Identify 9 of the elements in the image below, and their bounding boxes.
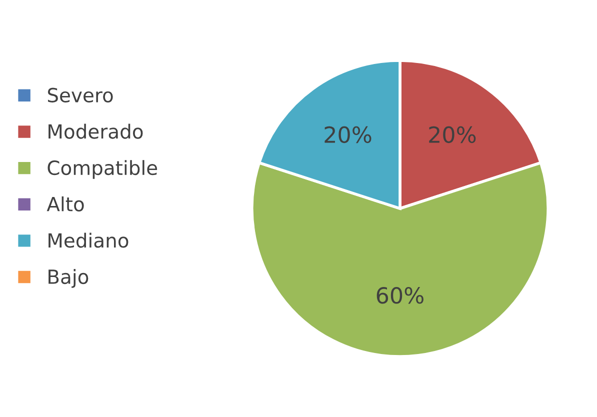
legend-label: Compatible <box>48 160 158 179</box>
legend-label: Moderado <box>48 124 143 139</box>
data-label: 20% <box>429 126 476 144</box>
legend-label: Mediano <box>48 232 128 248</box>
legend-label: Alto <box>46 196 84 212</box>
legend-label: Severo <box>48 88 113 102</box>
legend-label: Bajo <box>48 269 88 288</box>
data-label: 20% <box>324 126 372 144</box>
data-label: 60% <box>376 286 424 304</box>
